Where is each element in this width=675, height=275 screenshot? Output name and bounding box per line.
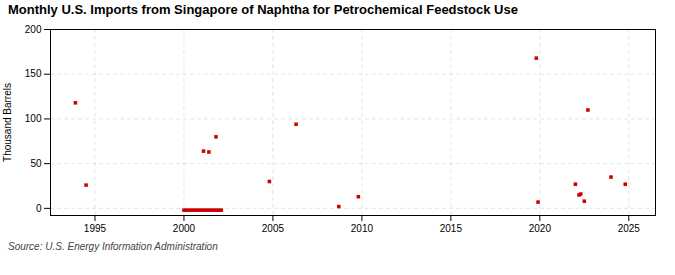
svg-text:2020: 2020: [529, 223, 552, 234]
svg-text:1995: 1995: [84, 223, 107, 234]
svg-text:0: 0: [36, 203, 42, 214]
svg-text:Thousand Barrels: Thousand Barrels: [2, 83, 13, 162]
svg-text:2015: 2015: [440, 223, 463, 234]
svg-text:50: 50: [30, 158, 42, 169]
svg-text:200: 200: [25, 24, 42, 35]
svg-text:2025: 2025: [618, 223, 641, 234]
svg-text:2000: 2000: [173, 223, 196, 234]
svg-text:100: 100: [25, 113, 42, 124]
svg-text:150: 150: [25, 68, 42, 79]
html-text:Monthly U.S. Imports from Sing: Monthly U.S. Imports from Singapore of N…: [8, 2, 518, 17]
svg-text:2010: 2010: [351, 223, 374, 234]
html-text:Source: U.S. Energy Informatio: Source: U.S. Energy Information Administ…: [8, 241, 218, 252]
svg-text:2005: 2005: [262, 223, 285, 234]
